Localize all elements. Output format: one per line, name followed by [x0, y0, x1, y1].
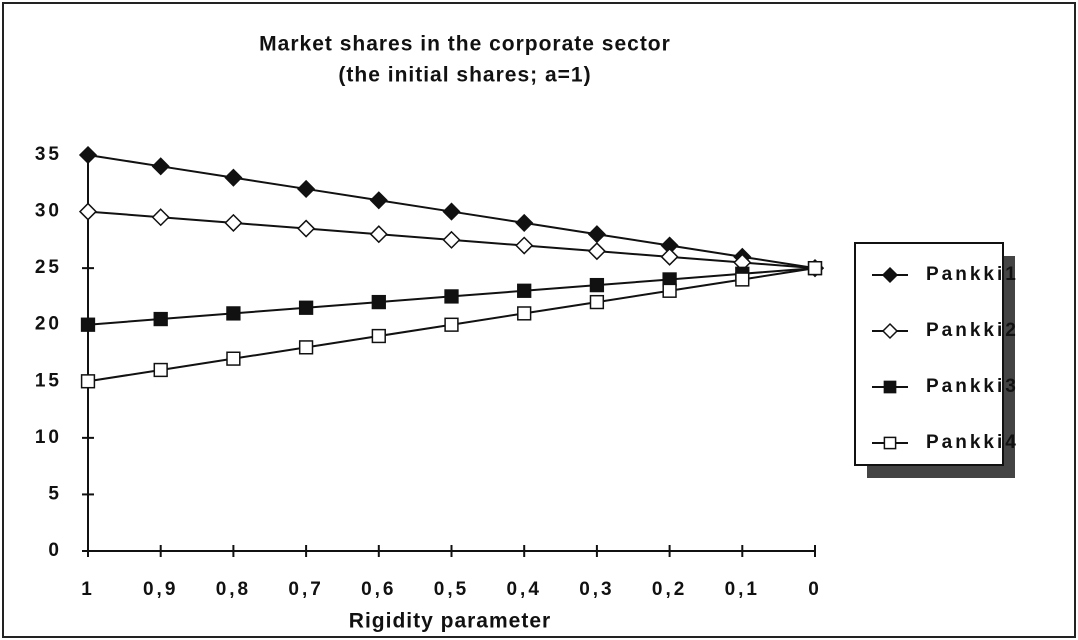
marker [442, 202, 461, 221]
marker [224, 168, 243, 187]
marker [78, 145, 98, 165]
marker [517, 306, 532, 321]
chart-subtitle: (the initial shares; a=1) [338, 64, 591, 87]
x-tick-label: 0,7 [288, 579, 323, 600]
y-tick-label: 15 [35, 370, 62, 391]
marker [881, 266, 899, 284]
marker [369, 225, 388, 244]
legend-label: Pankki4 [926, 432, 1019, 453]
marker [589, 277, 605, 293]
x-tick-label: 0,5 [434, 579, 469, 600]
y-tick-label: 25 [35, 257, 62, 278]
marker [224, 213, 243, 232]
legend-label: Pankki3 [926, 376, 1019, 397]
x-tick-label: 0,2 [652, 579, 687, 600]
marker [587, 242, 606, 261]
marker [298, 340, 314, 355]
chart-title: Market shares in the corporate sector [259, 33, 671, 56]
marker [153, 362, 168, 378]
marker [883, 380, 897, 394]
legend-box [854, 242, 1004, 466]
x-tick-label: 0,6 [361, 579, 396, 600]
marker [78, 202, 98, 221]
marker [735, 272, 750, 287]
marker [226, 306, 241, 321]
marker [151, 208, 170, 227]
y-tick-label: 5 [48, 483, 62, 504]
marker [883, 436, 897, 450]
marker [151, 157, 170, 176]
marker [369, 191, 388, 210]
marker [298, 300, 314, 315]
x-axis-title: Rigidity parameter [349, 610, 551, 633]
marker [587, 225, 606, 244]
marker [371, 328, 386, 344]
y-tick-label: 35 [35, 144, 62, 165]
y-tick-label: 20 [35, 314, 62, 335]
x-tick-label: 0,9 [143, 579, 178, 600]
marker [515, 213, 534, 232]
y-tick-label: 30 [35, 201, 62, 222]
marker [444, 317, 459, 332]
x-tick-label: 1 [81, 579, 95, 600]
x-tick-label: 0,1 [725, 579, 760, 600]
marker [589, 294, 605, 310]
y-tick-label: 10 [35, 427, 62, 448]
marker [517, 283, 532, 298]
marker [442, 230, 461, 249]
marker [226, 351, 241, 366]
marker [80, 317, 96, 332]
x-tick-label: 0,4 [506, 579, 541, 600]
x-tick-label: 0,3 [579, 579, 614, 600]
legend-label: Pankki1 [926, 264, 1019, 285]
marker [153, 311, 168, 327]
marker [444, 289, 459, 304]
marker [297, 219, 316, 238]
marker [807, 260, 823, 276]
marker [660, 247, 679, 266]
marker [371, 294, 386, 310]
marker [662, 283, 677, 298]
y-tick-label: 0 [48, 540, 62, 561]
marker [881, 322, 899, 340]
marker [515, 236, 534, 255]
marker [80, 374, 96, 389]
x-tick-label: 0 [808, 579, 822, 600]
legend-label: Pankki2 [926, 320, 1019, 341]
x-tick-label: 0,8 [216, 579, 251, 600]
marker [297, 179, 316, 199]
